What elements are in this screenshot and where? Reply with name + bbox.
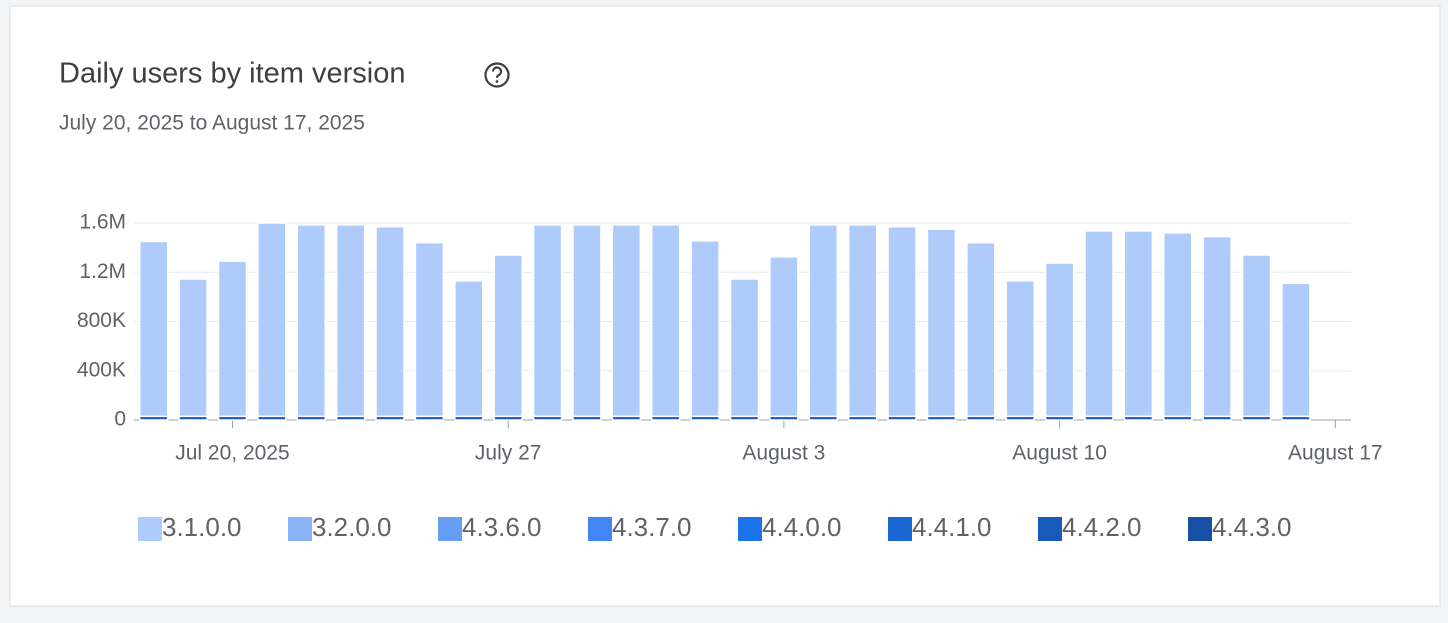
bar-segment — [257, 222, 287, 418]
legend-swatch — [738, 517, 762, 541]
bar-segment — [296, 224, 326, 418]
legend-label: 4.4.2.0 — [1062, 512, 1142, 542]
bar-segment — [729, 278, 760, 418]
bar-segment — [1202, 235, 1232, 418]
bar-segment — [532, 224, 563, 418]
bar-segment — [1281, 282, 1311, 418]
bar-segment — [847, 224, 878, 418]
x-tick-label: July 27 — [475, 442, 542, 465]
bar-segment — [1163, 232, 1193, 418]
bar-segment — [1241, 254, 1272, 418]
legend-label: 3.1.0.0 — [162, 512, 242, 542]
bar-segment — [769, 256, 799, 418]
help-icon[interactable] — [484, 62, 510, 88]
x-tick-label: August 17 — [1288, 442, 1383, 465]
card — [9, 5, 1441, 607]
y-tick-label: 1.6M — [79, 211, 126, 234]
chart-title: Daily users by item version — [59, 58, 406, 90]
legend-label: 4.4.0.0 — [762, 512, 842, 542]
bar-segment — [611, 224, 642, 418]
legend-swatch — [888, 517, 912, 541]
bar-segment — [217, 260, 248, 418]
legend-swatch — [1188, 517, 1212, 541]
bar-segment — [138, 240, 169, 418]
bar-segment — [966, 241, 996, 418]
legend-swatch — [438, 517, 462, 541]
bar-segment — [572, 224, 602, 418]
bar-segment — [335, 224, 366, 418]
bar-segment — [690, 240, 720, 418]
bar-segment — [650, 224, 681, 418]
legend-label: 4.3.7.0 — [612, 512, 692, 542]
bar-segment — [1123, 230, 1154, 418]
chart-subtitle: July 20, 2025 to August 17, 2025 — [59, 112, 365, 135]
legend-swatch — [588, 517, 612, 541]
legend-swatch — [138, 517, 162, 541]
bar-segment — [414, 241, 445, 418]
bar-segment — [808, 224, 839, 418]
bar-segment — [926, 228, 957, 418]
bar-segment — [375, 225, 405, 418]
y-tick-label: 1.2M — [79, 260, 126, 283]
bar-segment — [178, 278, 208, 418]
x-tick-label: Jul 20, 2025 — [175, 442, 289, 465]
legend-label: 4.4.1.0 — [912, 512, 992, 542]
x-tick-label: August 3 — [742, 442, 825, 465]
legend-label: 4.3.6.0 — [462, 512, 542, 542]
bar-segment — [454, 280, 484, 418]
legend-swatch — [1038, 517, 1062, 541]
legend-label: 3.2.0.0 — [312, 512, 392, 542]
bar-segment — [1044, 262, 1075, 418]
bar-segment — [493, 254, 523, 418]
y-tick-label: 0 — [114, 408, 126, 431]
x-tick-label: August 10 — [1012, 442, 1107, 465]
legend-label: 4.4.3.0 — [1212, 512, 1292, 542]
bar-segment — [1084, 230, 1114, 418]
bar-segment — [1005, 280, 1035, 418]
legend-swatch — [288, 517, 312, 541]
y-tick-label: 800K — [77, 309, 126, 332]
bar-segment — [887, 225, 917, 418]
y-tick-label: 400K — [77, 358, 126, 381]
